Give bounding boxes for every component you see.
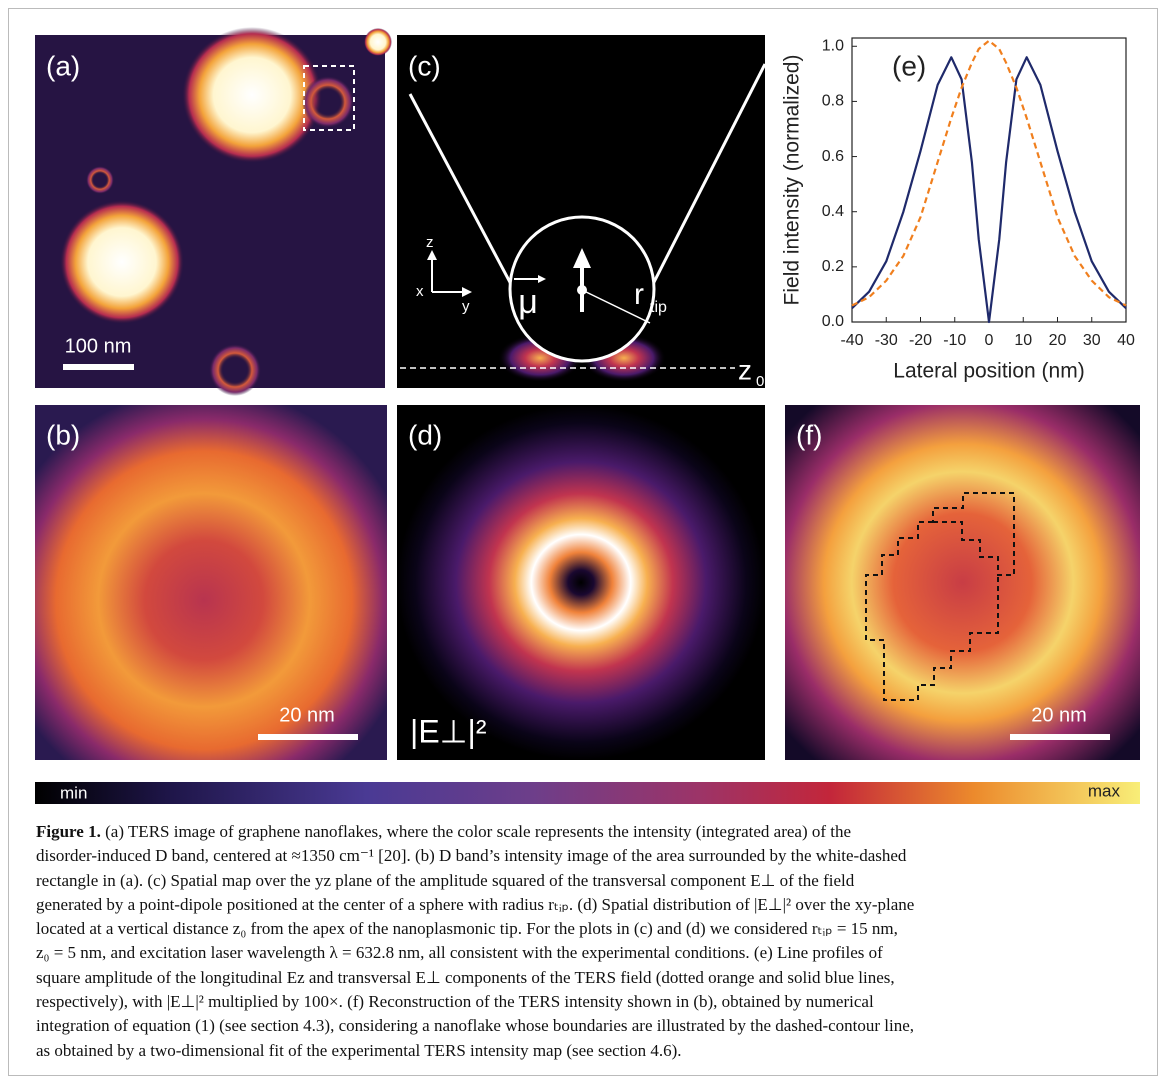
caption-line: square amplitude of the longitudinal Ez …: [36, 966, 1146, 990]
flake: [302, 76, 354, 128]
caption-text: (a) TERS image of graphene nanoflakes, w…: [105, 822, 851, 841]
axis-label: y: [462, 298, 470, 315]
y-tick-label: 0.8: [822, 93, 844, 110]
caption-line: located at a vertical distance z₀ from t…: [36, 917, 1146, 941]
y-tick-label: 0.0: [822, 313, 844, 330]
axis-label: z: [426, 234, 434, 251]
scale-label: 20 nm: [1031, 704, 1087, 726]
caption-line: integration of equation (1) (see section…: [36, 1014, 1146, 1038]
x-tick-label: -10: [943, 332, 966, 349]
y-tick-label: 0.6: [822, 148, 844, 165]
radius-label: r: [634, 278, 644, 311]
figure: 100 nm (a) z 0 z x y μ r tip (c) 20 nm (…: [0, 0, 1168, 815]
panel-label: (e): [892, 50, 926, 81]
x-axis-title: Lateral position (nm): [893, 360, 1084, 383]
x-tick-label: 0: [985, 332, 994, 349]
plane-label: z: [738, 354, 752, 385]
y-tick-label: 1.0: [822, 37, 844, 54]
panel-label: (a): [46, 50, 80, 81]
series-line: [852, 57, 1126, 322]
x-tick-label: 30: [1083, 332, 1101, 349]
caption-line: rectangle in (a). (c) Spatial map over t…: [36, 869, 1146, 893]
x-tick-label: 10: [1014, 332, 1032, 349]
y-axis-title: Field intensity (normalized): [781, 55, 804, 306]
flake: [364, 28, 392, 56]
colorbar: [35, 782, 1140, 804]
caption-label: Figure 1.: [36, 822, 101, 841]
line-chart: 0.0 0.2 0.4 0.6 0.8 1.0 -40 -30 -20 -10 0 10 20 30 40 L…: [781, 37, 1135, 382]
axis-label: x: [416, 283, 424, 300]
colorbar-max: max: [1088, 781, 1121, 800]
panel-label: (f): [796, 419, 822, 450]
caption: Figure 1. (a) TERS image of graphene nan…: [36, 820, 1146, 1063]
caption-line: disorder-induced D band, centered at ≈13…: [36, 844, 1146, 868]
flake: [60, 200, 184, 324]
flake: [86, 166, 114, 194]
page: 100 nm (a) z 0 z x y μ r tip (c) 20 nm (…: [0, 0, 1168, 1086]
quantity-label: |E⊥|²: [410, 713, 487, 749]
caption-line: as obtained by a two-dimensional fit of …: [36, 1039, 1146, 1063]
x-tick-label: 20: [1049, 332, 1067, 349]
plane-subscript: 0: [756, 373, 764, 390]
caption-line: respectively), with |E⊥|² multiplied by …: [36, 990, 1146, 1014]
panel-d-image: [397, 405, 765, 760]
scale-label: 100 nm: [65, 335, 132, 357]
scale-label: 20 nm: [279, 704, 335, 726]
flake: [182, 27, 322, 163]
dipole-label: μ: [518, 283, 538, 321]
caption-line: z₀ = 5 nm, and excitation laser waveleng…: [36, 941, 1146, 965]
x-tick-label: -40: [840, 332, 863, 349]
radius-subscript: tip: [650, 299, 667, 316]
caption-line: Figure 1. (a) TERS image of graphene nan…: [36, 820, 1146, 844]
x-tick-label: -30: [875, 332, 898, 349]
flake: [209, 344, 261, 396]
panel-label: (b): [46, 419, 80, 450]
x-tick-label: -20: [909, 332, 932, 349]
colorbar-min: min: [60, 783, 87, 802]
panel-label: (c): [408, 50, 441, 81]
x-tick-label: 40: [1117, 332, 1135, 349]
y-tick-label: 0.2: [822, 258, 844, 275]
caption-line: generated by a point-dipole positioned a…: [36, 893, 1146, 917]
y-tick-label: 0.4: [822, 203, 844, 220]
panel-label: (d): [408, 419, 442, 450]
